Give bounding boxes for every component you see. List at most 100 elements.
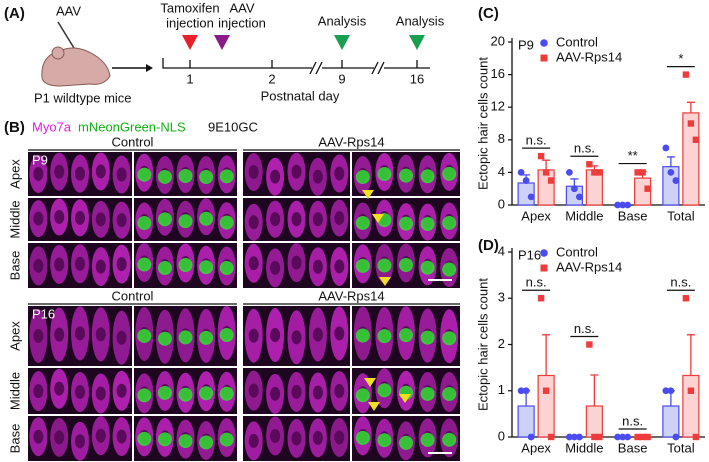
nucleus — [399, 168, 413, 183]
data-point — [662, 144, 670, 152]
nucleus — [399, 435, 413, 450]
nucleus — [178, 168, 193, 183]
cell-core — [33, 258, 44, 273]
error-bar — [686, 101, 695, 113]
cell-core — [312, 212, 323, 227]
cell-core — [95, 428, 106, 443]
cell-core — [33, 384, 44, 399]
y-tick-label: 4 — [498, 164, 505, 179]
data-point — [672, 433, 680, 441]
nucleus — [355, 388, 370, 403]
nucleus — [442, 331, 457, 346]
cell-core — [116, 257, 127, 272]
legend-marker — [540, 249, 548, 257]
data-point — [586, 341, 593, 348]
nucleus — [178, 434, 193, 449]
cell-core — [312, 385, 323, 400]
group-label: AAV-Rps14 — [318, 134, 384, 149]
marker — [214, 35, 230, 50]
cell-core — [312, 327, 323, 342]
data-point — [639, 433, 646, 441]
cell-core — [33, 328, 44, 343]
cell-core — [312, 169, 323, 184]
cell-core — [75, 434, 85, 449]
cell-core — [95, 164, 106, 179]
legend-marker — [540, 54, 548, 62]
nucleus — [399, 216, 413, 231]
data-point — [570, 185, 578, 193]
cell-core — [270, 328, 281, 343]
x-tick-label: Apex — [521, 440, 551, 455]
nucleus — [137, 328, 152, 343]
bar — [662, 405, 680, 438]
day-label: 1 — [186, 71, 193, 86]
arrowhead — [399, 394, 411, 403]
sig-label: n.s. — [526, 275, 547, 290]
data-point — [614, 433, 622, 441]
dose-label: 9E10GC — [208, 119, 258, 134]
error-bar — [542, 159, 551, 170]
nucleus — [420, 169, 435, 184]
error-bar — [570, 178, 579, 187]
data-point — [542, 169, 550, 176]
cell-core — [95, 327, 106, 342]
cell-core — [75, 326, 85, 341]
bar — [585, 405, 603, 438]
bar — [537, 374, 555, 438]
nucleus — [199, 170, 214, 185]
age-label: P9 — [32, 152, 48, 167]
nucleus — [137, 431, 152, 446]
nucleus — [355, 170, 370, 185]
data-point — [596, 169, 603, 176]
cell-core — [116, 383, 127, 398]
cell-core — [33, 429, 44, 444]
data-point — [537, 295, 545, 302]
nucleus — [399, 257, 413, 272]
analysis-label: Analysis — [396, 13, 445, 28]
error-bar — [686, 334, 695, 376]
group-label: AAV-Rps14 — [318, 288, 384, 303]
cell-core — [291, 330, 302, 345]
row-label: Apex — [7, 159, 22, 189]
y-axis-label: Ectopic hair cells count — [475, 278, 490, 411]
legend-label: AAV-Rps14 — [556, 259, 622, 274]
vector-label: AAV — [56, 3, 81, 18]
cell-core — [248, 433, 259, 448]
nucleus — [355, 258, 370, 273]
sig-label: ** — [628, 148, 638, 163]
sig-label: n.s. — [574, 141, 595, 156]
legend-label: AAV-Rps14 — [556, 49, 622, 64]
data-point — [586, 161, 593, 168]
age-label: P16 — [32, 306, 55, 321]
arrowhead — [379, 277, 391, 286]
nucleus — [219, 386, 234, 401]
axis-label: Postnatal day — [261, 88, 340, 103]
tamoxifen-label: Tamoxifen — [160, 0, 219, 15]
panel-label: (C) — [478, 5, 499, 22]
row-label: Base — [7, 424, 22, 454]
sig-label: n.s. — [526, 133, 547, 148]
data-point — [662, 387, 670, 395]
group-label: Control — [112, 134, 154, 149]
cell-core — [312, 430, 323, 445]
x-tick-label: Apex — [521, 208, 551, 223]
panel-b: (B) Myo7a mNeonGreen-NLS 9E10GC Control A… — [4, 119, 460, 461]
cell-core — [116, 167, 127, 182]
nucleus — [137, 388, 152, 403]
cell-core — [334, 430, 345, 445]
cell-core — [248, 165, 259, 180]
nucleus — [355, 430, 370, 445]
data-point — [667, 387, 675, 395]
nucleus — [377, 433, 392, 448]
timeline — [162, 58, 430, 69]
data-point — [537, 152, 545, 160]
day-label: 16 — [410, 71, 424, 86]
data-point — [570, 433, 578, 441]
group-label: Control — [112, 288, 154, 303]
y-tick-label: 1 — [498, 382, 505, 397]
legend-label: Control — [556, 244, 598, 259]
y-tick-label: 20 — [491, 33, 505, 48]
data-point — [644, 185, 651, 192]
cell-core — [54, 209, 65, 224]
nucleus — [199, 435, 214, 450]
